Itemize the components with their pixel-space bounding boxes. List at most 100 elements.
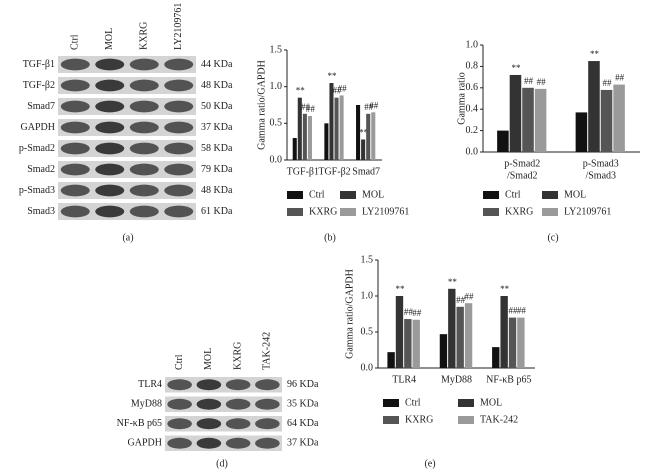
blot-band	[95, 163, 125, 176]
legend-swatch	[287, 191, 303, 199]
significance: ##	[333, 86, 343, 96]
y-axis-label: Gamma ratio	[456, 72, 467, 124]
bar	[361, 139, 366, 160]
protein-label: p-Smad2	[19, 143, 55, 154]
caption: (d)	[216, 458, 228, 469]
protein-label: Smad3	[27, 206, 55, 217]
y-tick-label: 0.5	[361, 326, 374, 337]
legend-swatch	[483, 191, 499, 199]
size-label: 79 KDa	[201, 164, 233, 175]
significance: **	[359, 128, 369, 138]
significance: **	[500, 284, 510, 294]
blot-band	[196, 437, 222, 449]
significance: **	[590, 49, 600, 59]
blot-band	[255, 437, 280, 449]
caption: (a)	[122, 232, 133, 243]
significance: ##	[517, 306, 527, 316]
blot-strip	[58, 119, 196, 136]
legend-swatch	[483, 208, 499, 216]
blot-band	[129, 205, 159, 218]
bar	[439, 334, 448, 368]
blot-strip	[165, 396, 282, 412]
legend-swatch	[287, 208, 303, 216]
protein-label: Smad7	[27, 101, 55, 112]
bar	[600, 89, 613, 152]
y-tick-label: 1.0	[466, 39, 479, 50]
bar	[464, 303, 473, 368]
blot-band	[167, 398, 192, 410]
blot-band	[60, 79, 90, 92]
blot-band	[60, 142, 90, 155]
legend-label: TAK-242	[480, 414, 518, 425]
protein-label: GAPDH	[128, 438, 162, 449]
y-tick-label: 0.8	[466, 61, 479, 72]
bar	[334, 97, 339, 160]
legend-swatch	[458, 416, 474, 424]
significance: ##	[369, 100, 379, 110]
blot-strip	[58, 77, 196, 94]
lane-label: Ctrl	[70, 34, 81, 50]
protein-label: TGF-β1	[23, 59, 55, 70]
blot-band	[95, 184, 125, 197]
lane-label: KXRG	[232, 342, 243, 370]
lane-label: LY2109761	[173, 3, 184, 50]
legend-swatch	[383, 416, 399, 424]
blot-band	[225, 398, 251, 410]
blot-band	[95, 121, 125, 134]
size-label: 96 KDa	[287, 379, 319, 390]
x-tick-label: p-Smad2	[504, 158, 540, 169]
y-tick-label: 0.0	[361, 362, 374, 373]
blot-band	[60, 121, 90, 134]
significance: ##	[509, 306, 519, 316]
size-label: 58 KDa	[201, 143, 233, 154]
blot-strip	[58, 161, 196, 178]
significance: ##	[301, 102, 311, 112]
blot-strip	[58, 98, 196, 115]
blot-strip	[58, 56, 196, 73]
blot-band	[167, 437, 192, 449]
bar	[613, 84, 625, 152]
blot-strip	[58, 140, 196, 157]
blot-strip	[165, 377, 282, 393]
x-tick-label: MyD88	[441, 374, 472, 385]
legend-swatch	[340, 191, 356, 199]
y-axis-label: Gamma ratio/GAPDH	[256, 60, 267, 150]
significance: **	[448, 277, 458, 287]
blot-band	[167, 418, 192, 430]
bar	[404, 319, 412, 368]
y-tick-label: 0.4	[466, 103, 479, 114]
protein-label: p-Smad3	[19, 185, 55, 196]
significance: ##	[524, 76, 534, 86]
blot-band	[164, 184, 194, 197]
size-label: 35 KDa	[287, 399, 319, 410]
protein-label: TLR4	[138, 379, 162, 390]
bar	[387, 352, 395, 368]
legend-label: MOL	[480, 397, 502, 408]
legend-swatch	[340, 208, 356, 216]
significance: ##	[456, 295, 466, 305]
y-tick-label: 0.6	[466, 82, 479, 93]
bar	[448, 288, 456, 368]
legend-label: MOL	[362, 189, 384, 200]
bar	[339, 95, 344, 160]
bar	[517, 317, 525, 368]
protein-label: Smad2	[27, 164, 55, 175]
bar	[356, 105, 361, 160]
significance: ##	[404, 307, 414, 317]
legend-swatch	[542, 208, 558, 216]
blot-band	[164, 142, 194, 155]
bar	[292, 138, 297, 160]
blot-band	[60, 163, 90, 176]
significance: ##	[338, 84, 348, 94]
protein-label: GAPDH	[21, 122, 55, 133]
significance: ##	[465, 291, 475, 301]
bar	[412, 319, 420, 368]
blot-band	[129, 58, 159, 71]
blot-band	[164, 100, 194, 113]
blot-band	[164, 79, 194, 92]
bar	[497, 130, 509, 152]
blot-strip	[58, 182, 196, 199]
blot-band	[95, 79, 125, 92]
size-label: 37 KDa	[287, 438, 319, 449]
size-label: 44 KDa	[201, 59, 233, 70]
